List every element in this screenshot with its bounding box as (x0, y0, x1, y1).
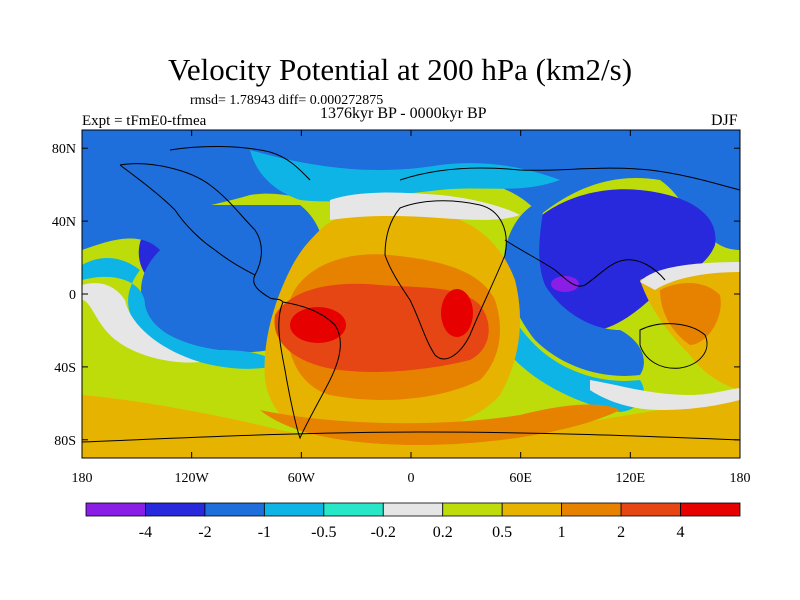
field-south-zero-band (590, 380, 740, 410)
field-minimum-marker (551, 276, 579, 292)
coast-north-america (119, 163, 284, 303)
coast-north-america-west (119, 164, 256, 276)
field-australia-zero-band (640, 262, 740, 290)
colorbar-swatch (145, 502, 206, 517)
period-label: 1376kyr BP - 0000kyr BP (320, 105, 487, 122)
field-south-positive (82, 395, 740, 458)
colorbar-swatch (680, 502, 741, 517)
field-asia-negative (518, 189, 716, 330)
colorbar-label: 1 (558, 524, 566, 541)
field-africa-maximum (441, 289, 473, 337)
coast-greenland (169, 145, 311, 181)
colorbar: -4 -2 -1 -0.5 -0.2 0.2 0.5 1 2 4 (85, 502, 741, 541)
colorbar-label: 4 (677, 524, 685, 541)
coast-south-america (278, 301, 341, 440)
field-north-weak-negative (250, 150, 560, 202)
x-tick-label: 60E (509, 471, 532, 486)
season-label: DJF (711, 112, 738, 129)
y-tick-label: 80S (54, 434, 76, 449)
y-axis-ticks: 80N 40N 0 40S 80S (52, 142, 740, 449)
colorbar-swatch (620, 502, 681, 517)
colorbar-swatch (263, 502, 325, 517)
colorbar-swatch (85, 502, 146, 517)
x-tick-label: 120W (175, 471, 210, 486)
y-tick-label: 0 (69, 288, 76, 303)
coast-south-asia (504, 239, 666, 287)
field-atlantic-strong-positive (274, 283, 489, 372)
y-tick-label: 40S (54, 361, 76, 376)
x-tick-label: 0 (408, 471, 415, 486)
colorbar-swatch (382, 502, 444, 517)
coast-eurasia (399, 167, 740, 191)
colorbar-swatch (561, 502, 622, 517)
field-pacific-weak-negative (82, 258, 280, 369)
colorbar-label: 0.2 (433, 524, 453, 541)
colorbar-label: 0.5 (492, 524, 512, 541)
y-tick-label: 40N (52, 215, 76, 230)
field-pacific-negative (82, 205, 324, 353)
coast-australia (639, 323, 708, 369)
coast-africa (384, 200, 507, 360)
field-atlantic-zero-band (330, 192, 520, 220)
colorbar-swatch (204, 502, 265, 517)
experiment-label: Expt = tFmE0-tfmea (82, 113, 207, 129)
colorbar-label: -1 (258, 524, 271, 541)
field-indian-ocean-negative (504, 200, 644, 376)
chart-title: Velocity Potential at 200 hPa (km2/s) (167, 52, 633, 87)
field-pacific-zero-band (82, 283, 200, 363)
colorbar-label: 2 (617, 524, 625, 541)
colorbar-swatch (442, 502, 503, 517)
colorbar-label: -4 (139, 524, 152, 541)
y-tick-label: 80N (52, 142, 76, 157)
velocity-potential-field (82, 130, 740, 458)
field-south-mod-positive (260, 404, 620, 445)
stats-line: rmsd= 1.78943 diff= 0.000272875 (190, 93, 384, 108)
x-tick-label: 120E (616, 471, 646, 486)
field-samerica-maximum (290, 307, 346, 343)
coastlines (82, 145, 740, 443)
x-tick-label: 180 (730, 471, 751, 486)
coast-antarctica (82, 431, 740, 443)
x-axis-ticks: 180 120W 60W 0 60E 120E 180 (72, 130, 751, 486)
colorbar-swatch (501, 502, 563, 517)
x-tick-label: 180 (72, 471, 93, 486)
colorbar-label: -0.5 (311, 524, 336, 541)
x-tick-label: 60W (288, 471, 316, 486)
field-australia-mod-positive (660, 283, 721, 345)
colorbar-label: -2 (198, 524, 211, 541)
colorbar-swatch (323, 502, 384, 517)
field-north-negative (82, 130, 740, 250)
colorbar-label: -0.2 (371, 524, 396, 541)
